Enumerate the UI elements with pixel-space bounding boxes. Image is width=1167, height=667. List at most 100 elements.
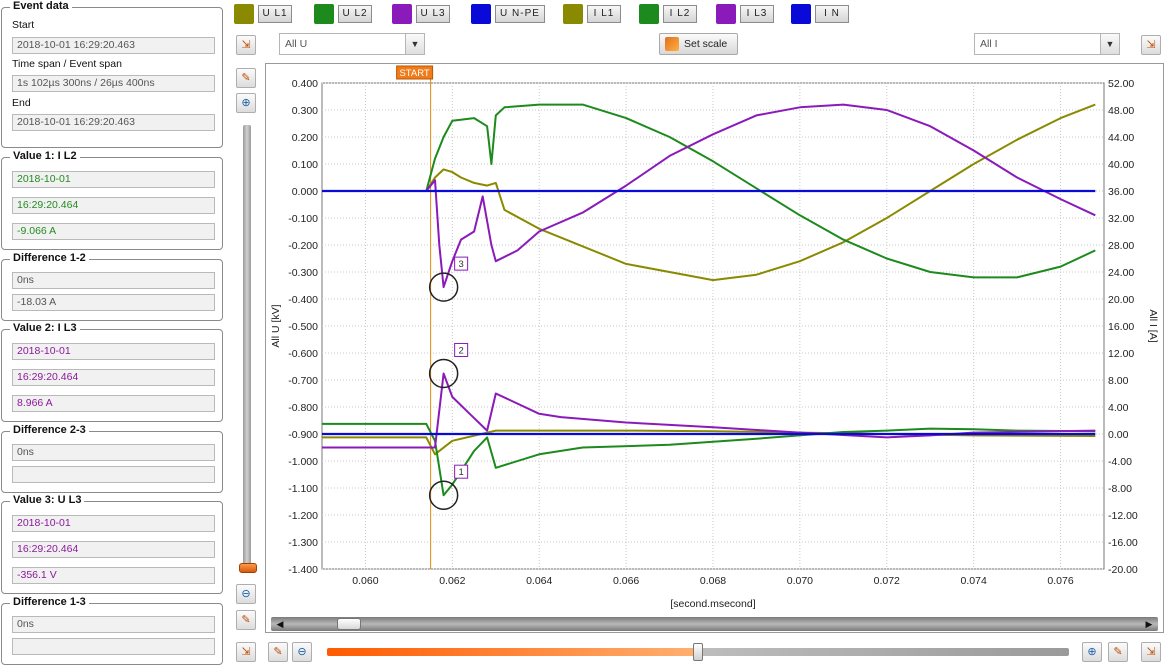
- y-left-tick-label: -0.800: [288, 402, 318, 414]
- diff12-title: Difference 1-2: [10, 252, 89, 264]
- ruler-icon: [665, 37, 679, 51]
- value-marker-label: 1: [458, 467, 463, 478]
- y-right-tick-label: 28.00: [1108, 240, 1134, 252]
- legend-button[interactable]: U L3: [416, 5, 450, 23]
- legend-swatch[interactable]: [314, 4, 334, 24]
- legend-button[interactable]: I N: [815, 5, 849, 23]
- y-right-tick-label: 40.00: [1108, 159, 1134, 171]
- y-left-tick-label: -0.900: [288, 429, 318, 441]
- y-left-tick-label: -0.200: [288, 240, 318, 252]
- x-tick-label: 0.064: [526, 575, 552, 587]
- series-line: [322, 422, 1096, 497]
- y-left-tick-label: -0.300: [288, 267, 318, 279]
- right-axis-select-value: All I: [980, 38, 998, 50]
- y-right-tick-label: 52.00: [1108, 78, 1134, 90]
- value1-title: Value 1: I L2: [10, 150, 80, 162]
- value-marker-badge: [454, 464, 469, 479]
- scroll-right-arrow[interactable]: ▶: [1145, 619, 1153, 629]
- legend-button[interactable]: U L1: [258, 5, 292, 23]
- x-tick-label: 0.076: [1047, 575, 1073, 587]
- edit-time-button[interactable]: ✎: [268, 642, 288, 662]
- legend-swatch[interactable]: [234, 4, 254, 24]
- y-right-tick-label: 36.00: [1108, 186, 1134, 198]
- export-bottom-left-button[interactable]: ⇲: [236, 642, 256, 662]
- zoom-out-time-button[interactable]: ⊖: [292, 642, 312, 662]
- waveform-chart[interactable]: 0.400 52.00 0.300 48.00 0.200 44.00 0.100 40.00…: [266, 64, 1163, 616]
- export-right-button[interactable]: ⇲: [1141, 35, 1161, 55]
- series-line: [425, 103, 1096, 289]
- y-left-tick-label: -0.500: [288, 321, 318, 333]
- y-left-tick-label: 0.400: [292, 78, 318, 90]
- diff13-time: 0ns: [12, 616, 215, 633]
- chevron-down-icon[interactable]: ▼: [1100, 34, 1119, 54]
- legend-button[interactable]: U N-PE: [495, 5, 545, 23]
- export-bottom-right-button[interactable]: ⇲: [1141, 642, 1161, 662]
- legend-button[interactable]: U L2: [338, 5, 372, 23]
- value3-date: 2018-10-01: [12, 515, 215, 532]
- y-left-tick-label: 0.300: [292, 105, 318, 117]
- export-left-button[interactable]: ⇲: [236, 35, 256, 55]
- legend-swatch[interactable]: [791, 4, 811, 24]
- value-marker-label: 3: [458, 259, 463, 270]
- value3-group: Value 3: U L3 2018-10-01 16:29:20.464 -3…: [1, 494, 223, 594]
- diff13-value: [12, 638, 215, 655]
- right-axis-select[interactable]: All I ▼: [974, 33, 1120, 55]
- value1-value: -9.066 A: [12, 223, 215, 240]
- x-axis-label: [second.msecond]: [670, 598, 755, 610]
- legend-swatch[interactable]: [639, 4, 659, 24]
- value-marker-label: 2: [458, 345, 463, 356]
- diff23-group: Difference 2-3 0ns: [1, 424, 223, 493]
- set-scale-button[interactable]: Set scale: [659, 33, 738, 55]
- y-left-tick-label: -0.600: [288, 348, 318, 360]
- y-right-tick-label: -16.00: [1108, 537, 1138, 549]
- value-marker-circle[interactable]: [428, 358, 459, 389]
- y-left-tick-label: 0.200: [292, 132, 318, 144]
- time-slider-thumb[interactable]: [693, 643, 703, 661]
- left-axis-select-value: All U: [285, 38, 308, 50]
- horizontal-scrollbar[interactable]: [271, 617, 1158, 631]
- zoom-out-vertical-button[interactable]: ⊖: [236, 584, 256, 604]
- y-right-tick-label: 0.00: [1108, 429, 1129, 441]
- vertical-scroll-thumb[interactable]: [239, 563, 257, 573]
- event-data-title: Event data: [10, 0, 72, 12]
- y-left-tick-label: 0.000: [292, 186, 318, 198]
- y-left-tick-label: -0.700: [288, 375, 318, 387]
- series-line: [322, 372, 1096, 449]
- y-left-tick-label: -1.400: [288, 564, 318, 576]
- y-right-tick-label: -8.00: [1108, 483, 1132, 495]
- start-marker-label: START: [399, 68, 429, 79]
- zoom-in-time-button[interactable]: ⊕: [1082, 642, 1102, 662]
- legend-swatch[interactable]: [563, 4, 583, 24]
- y-right-tick-label: -20.00: [1108, 564, 1138, 576]
- diff23-value: [12, 466, 215, 483]
- y-right-tick-label: 16.00: [1108, 321, 1134, 333]
- y-right-axis-label: All I [A]: [1147, 309, 1159, 342]
- chart-frame: 0.400 52.00 0.300 48.00 0.200 44.00 0.100 40.00…: [265, 63, 1164, 633]
- y-right-tick-label: 20.00: [1108, 294, 1134, 306]
- vertical-scrollbar[interactable]: [243, 125, 251, 570]
- legend-button[interactable]: I L1: [587, 5, 621, 23]
- zoom-in-vertical-button[interactable]: ⊕: [236, 93, 256, 113]
- y-left-tick-label: -0.100: [288, 213, 318, 225]
- legend-button[interactable]: I L3: [740, 5, 774, 23]
- legend-swatch[interactable]: [471, 4, 491, 24]
- scroll-left-arrow[interactable]: ◀: [276, 619, 284, 629]
- value3-title: Value 3: U L3: [10, 494, 85, 506]
- edit-time-right-button[interactable]: ✎: [1108, 642, 1128, 662]
- horizontal-scroll-thumb[interactable]: [337, 618, 361, 630]
- value-marker-circle[interactable]: [428, 480, 459, 510]
- value-marker-circle[interactable]: [428, 272, 459, 302]
- x-tick-label: 0.070: [787, 575, 813, 587]
- legend-button[interactable]: I L2: [663, 5, 697, 23]
- diff23-time: 0ns: [12, 444, 215, 461]
- legend-swatch[interactable]: [716, 4, 736, 24]
- y-right-tick-label: -12.00: [1108, 510, 1138, 522]
- chevron-down-icon[interactable]: ▼: [405, 34, 424, 54]
- y-right-tick-label: -4.00: [1108, 456, 1132, 468]
- x-tick-label: 0.066: [613, 575, 639, 587]
- legend-swatch[interactable]: [392, 4, 412, 24]
- left-axis-select[interactable]: All U ▼: [279, 33, 425, 55]
- edit-scale-button[interactable]: ✎: [236, 68, 256, 88]
- x-tick-label: 0.062: [439, 575, 465, 587]
- edit-scale-bottom-button[interactable]: ✎: [236, 610, 256, 630]
